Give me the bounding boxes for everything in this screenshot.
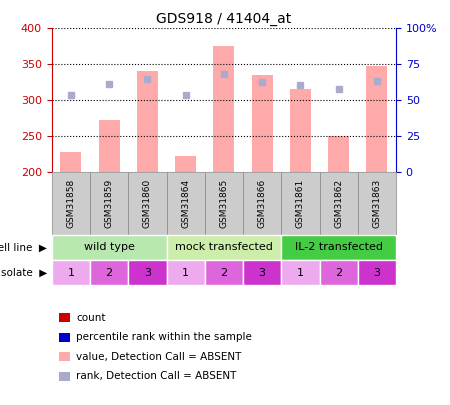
Bar <box>320 172 358 235</box>
Bar <box>281 172 320 235</box>
Text: count: count <box>76 313 106 323</box>
Bar <box>52 260 90 285</box>
Bar <box>166 172 205 235</box>
Bar <box>90 172 128 235</box>
Bar <box>290 90 311 172</box>
Bar <box>281 260 320 285</box>
Text: GSM31858: GSM31858 <box>67 179 76 228</box>
Text: GSM31859: GSM31859 <box>104 179 113 228</box>
Text: rank, Detection Call = ABSENT: rank, Detection Call = ABSENT <box>76 371 237 381</box>
Text: mock transfected: mock transfected <box>175 243 273 252</box>
Bar <box>243 260 281 285</box>
Bar <box>52 235 166 260</box>
Bar <box>358 172 396 235</box>
Text: 1: 1 <box>297 268 304 277</box>
Text: 3: 3 <box>259 268 266 277</box>
Bar <box>205 260 243 285</box>
Bar <box>281 235 396 260</box>
Bar <box>166 260 205 285</box>
Text: 3: 3 <box>374 268 380 277</box>
Bar <box>52 172 90 235</box>
Bar <box>213 46 234 172</box>
Text: GSM31865: GSM31865 <box>220 179 228 228</box>
Bar <box>137 71 158 172</box>
Text: cell line  ▶: cell line ▶ <box>0 243 47 252</box>
Text: 2: 2 <box>335 268 342 277</box>
Text: GSM31863: GSM31863 <box>373 179 382 228</box>
Text: 1: 1 <box>68 268 74 277</box>
Text: 3: 3 <box>144 268 151 277</box>
Bar <box>166 235 281 260</box>
Bar <box>128 260 166 285</box>
Text: percentile rank within the sample: percentile rank within the sample <box>76 333 252 342</box>
Bar <box>60 152 81 172</box>
Text: isolate  ▶: isolate ▶ <box>0 268 47 277</box>
Text: GSM31866: GSM31866 <box>257 179 266 228</box>
Text: value, Detection Call = ABSENT: value, Detection Call = ABSENT <box>76 352 242 362</box>
Text: GSM31860: GSM31860 <box>143 179 152 228</box>
Bar <box>243 172 281 235</box>
Bar <box>205 172 243 235</box>
Bar <box>328 136 349 172</box>
Text: GSM31864: GSM31864 <box>181 179 190 228</box>
Text: GSM31861: GSM31861 <box>296 179 305 228</box>
Bar <box>366 66 387 172</box>
Text: GSM31862: GSM31862 <box>334 179 343 228</box>
Text: 2: 2 <box>106 268 112 277</box>
Text: IL-2 transfected: IL-2 transfected <box>295 243 382 252</box>
Bar <box>128 172 166 235</box>
Bar <box>252 75 273 172</box>
Bar <box>358 260 396 285</box>
Bar <box>99 120 120 172</box>
Bar <box>90 260 128 285</box>
Bar <box>175 156 196 172</box>
Text: 2: 2 <box>220 268 227 277</box>
Bar <box>320 260 358 285</box>
Title: GDS918 / 41404_at: GDS918 / 41404_at <box>156 12 292 26</box>
Text: 1: 1 <box>182 268 189 277</box>
Text: wild type: wild type <box>84 243 135 252</box>
